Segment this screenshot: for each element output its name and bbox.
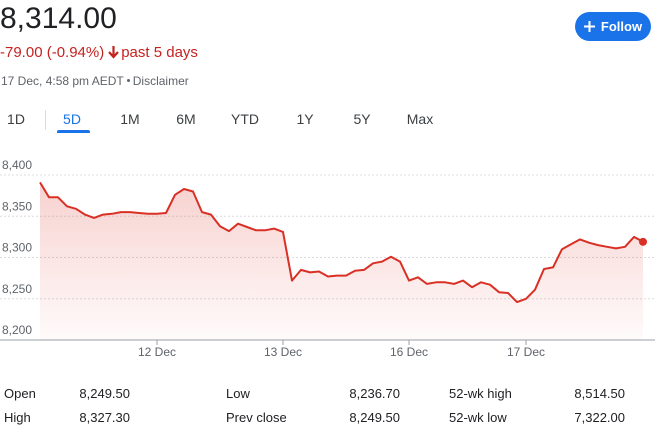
stat-value: 8,236.70	[349, 386, 400, 401]
price-line	[39, 181, 644, 304]
y-tick-label: 8,250	[2, 282, 32, 296]
last-price-dot	[639, 237, 647, 246]
stat-value: 8,249.50	[79, 386, 130, 401]
stat-label: 52-wk high	[449, 386, 512, 401]
time-range-tab[interactable]: YTD	[231, 111, 259, 127]
disclaimer-link[interactable]: Disclaimer	[132, 74, 189, 88]
y-tick-label: 8,200	[2, 323, 32, 337]
change-row: -79.00 (-0.94%) past 5 days	[0, 43, 198, 63]
stat-value: 7,322.00	[574, 410, 625, 425]
stat-value: 8,327.30	[79, 410, 130, 425]
stat-value: 8,249.50	[349, 410, 400, 425]
tab-separator	[45, 110, 46, 130]
stat-label: Prev close	[226, 410, 287, 425]
follow-button[interactable]: Follow	[575, 12, 651, 41]
x-tick-label: 17 Dec	[507, 345, 545, 359]
change: -79.00 (-0.94%)	[0, 44, 105, 61]
x-tick-label: 12 Dec	[138, 345, 176, 359]
timestamp: 17 Dec, 4:58 pm AEDT	[1, 74, 124, 88]
y-tick-label: 8,400	[2, 158, 32, 172]
time-row: 17 Dec, 4:58 pm AEDT Disclaimer	[1, 73, 189, 89]
plus-icon	[583, 21, 595, 32]
stat-value: 8,514.50	[574, 386, 625, 401]
tab-underline	[57, 130, 90, 133]
time-range-tab[interactable]: 5Y	[353, 111, 371, 127]
price: 8,314.00	[0, 2, 117, 35]
price-area	[40, 182, 643, 340]
time-range-tab[interactable]: 6M	[176, 111, 196, 127]
time-range-tab[interactable]: 1M	[120, 111, 140, 127]
stat-label: Low	[226, 386, 250, 401]
stat-label: High	[4, 410, 31, 425]
stat-label: 52-wk low	[449, 410, 507, 425]
time-range-tab[interactable]: 5D	[63, 111, 81, 127]
stat-label: Open	[4, 386, 36, 401]
time-range-tab[interactable]: 1Y	[296, 111, 314, 127]
down-arrow	[108, 46, 120, 59]
y-tick-label: 8,350	[2, 199, 32, 213]
period: past 5 days	[121, 44, 198, 61]
x-tick-label: 16 Dec	[390, 345, 428, 359]
y-tick-label: 8,300	[2, 241, 32, 255]
follow-label: Follow	[600, 19, 643, 34]
separator-dot	[126, 79, 130, 82]
time-range-tab[interactable]: Max	[406, 111, 434, 127]
x-tick-label: 13 Dec	[264, 345, 302, 359]
time-range-tab[interactable]: 1D	[7, 111, 25, 127]
chart: 8,200 8,250 8,300 8,350 8,400 12 Dec 13 Dec 16 …	[0, 158, 655, 359]
